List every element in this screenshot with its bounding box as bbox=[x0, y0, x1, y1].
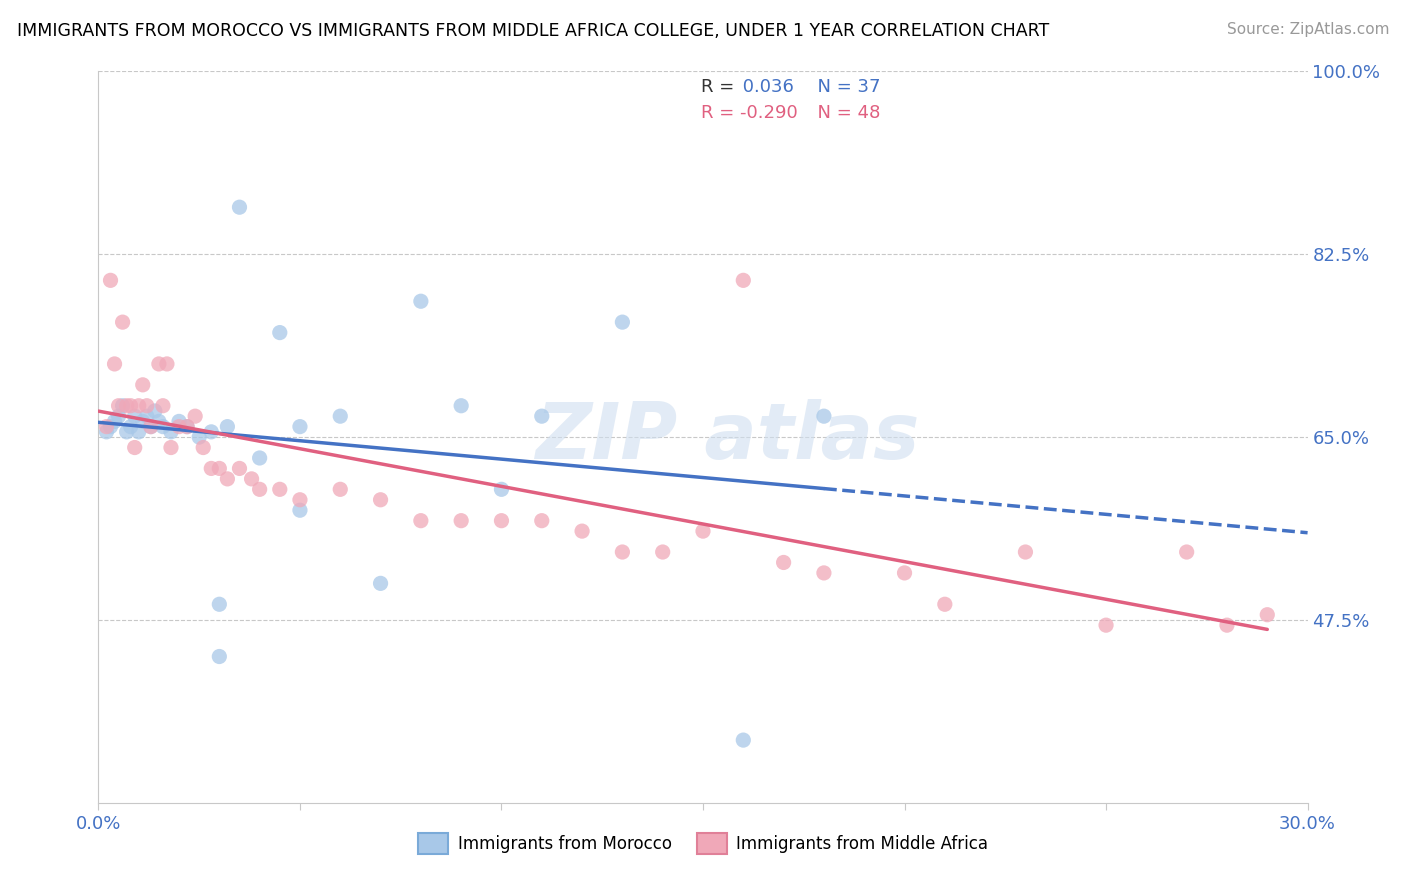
Text: N = 48: N = 48 bbox=[806, 104, 880, 122]
Point bbox=[156, 357, 179, 371]
Point bbox=[228, 461, 250, 475]
Point bbox=[249, 450, 271, 465]
Point bbox=[571, 524, 593, 538]
Point bbox=[288, 419, 311, 434]
Point bbox=[1175, 545, 1198, 559]
Point bbox=[450, 399, 472, 413]
Point bbox=[152, 399, 174, 413]
Point bbox=[132, 414, 155, 428]
Point bbox=[288, 492, 311, 507]
Point bbox=[249, 483, 271, 497]
Point bbox=[100, 273, 122, 287]
Point bbox=[934, 597, 956, 611]
Text: R =: R = bbox=[700, 78, 740, 96]
Point bbox=[813, 566, 835, 580]
Point bbox=[115, 425, 138, 439]
Point bbox=[612, 315, 634, 329]
Point bbox=[120, 399, 142, 413]
Point bbox=[103, 357, 125, 371]
Point bbox=[188, 430, 211, 444]
Legend: Immigrants from Morocco, Immigrants from Middle Africa: Immigrants from Morocco, Immigrants from… bbox=[411, 827, 995, 860]
Point bbox=[1095, 618, 1118, 632]
Point bbox=[651, 545, 673, 559]
Point bbox=[128, 425, 150, 439]
Point bbox=[288, 503, 311, 517]
Point bbox=[111, 399, 134, 413]
Point bbox=[217, 472, 239, 486]
Point bbox=[772, 556, 794, 570]
Point bbox=[200, 425, 222, 439]
Point bbox=[148, 357, 170, 371]
Point bbox=[217, 419, 239, 434]
Point bbox=[813, 409, 835, 424]
Point bbox=[107, 409, 129, 424]
Point bbox=[409, 294, 432, 309]
Point bbox=[103, 414, 125, 428]
Point bbox=[132, 377, 155, 392]
Text: ZIP atlas: ZIP atlas bbox=[536, 399, 920, 475]
Point bbox=[143, 404, 166, 418]
Point bbox=[530, 514, 553, 528]
Point bbox=[1256, 607, 1278, 622]
Point bbox=[733, 733, 755, 747]
Point bbox=[491, 514, 513, 528]
Text: IMMIGRANTS FROM MOROCCO VS IMMIGRANTS FROM MIDDLE AFRICA COLLEGE, UNDER 1 YEAR C: IMMIGRANTS FROM MOROCCO VS IMMIGRANTS FR… bbox=[17, 22, 1049, 40]
Point bbox=[1014, 545, 1036, 559]
Text: 0.036: 0.036 bbox=[737, 78, 794, 96]
Point bbox=[530, 409, 553, 424]
Point bbox=[193, 441, 215, 455]
Point bbox=[184, 409, 207, 424]
Point bbox=[148, 414, 170, 428]
Point bbox=[135, 399, 157, 413]
Point bbox=[733, 273, 755, 287]
Point bbox=[269, 326, 291, 340]
Point bbox=[120, 419, 142, 434]
Point bbox=[107, 399, 129, 413]
Text: N = 37: N = 37 bbox=[806, 78, 880, 96]
Point bbox=[692, 524, 714, 538]
Point bbox=[329, 483, 352, 497]
Point bbox=[124, 409, 146, 424]
Point bbox=[176, 419, 198, 434]
Point bbox=[240, 472, 263, 486]
Point bbox=[152, 419, 174, 434]
Point bbox=[160, 425, 183, 439]
Point bbox=[329, 409, 352, 424]
Text: R = -0.290: R = -0.290 bbox=[700, 104, 797, 122]
Point bbox=[208, 461, 231, 475]
Point bbox=[370, 576, 392, 591]
Point bbox=[128, 399, 150, 413]
Point bbox=[409, 514, 432, 528]
Point bbox=[139, 419, 162, 434]
Point bbox=[208, 597, 231, 611]
Point bbox=[167, 414, 190, 428]
Point bbox=[612, 545, 634, 559]
Point bbox=[491, 483, 513, 497]
Point bbox=[124, 441, 146, 455]
Point bbox=[1216, 618, 1239, 632]
Point bbox=[135, 409, 157, 424]
Point bbox=[167, 419, 190, 434]
Point bbox=[370, 492, 392, 507]
Point bbox=[228, 200, 250, 214]
Point bbox=[176, 419, 198, 434]
Point bbox=[893, 566, 915, 580]
Point bbox=[96, 425, 118, 439]
Text: Source: ZipAtlas.com: Source: ZipAtlas.com bbox=[1226, 22, 1389, 37]
Point bbox=[160, 441, 183, 455]
Point bbox=[200, 461, 222, 475]
Point bbox=[115, 399, 138, 413]
Point bbox=[100, 419, 122, 434]
Point bbox=[139, 419, 162, 434]
Point bbox=[96, 419, 118, 434]
Point bbox=[208, 649, 231, 664]
Point bbox=[269, 483, 291, 497]
Point bbox=[111, 315, 134, 329]
Point bbox=[450, 514, 472, 528]
